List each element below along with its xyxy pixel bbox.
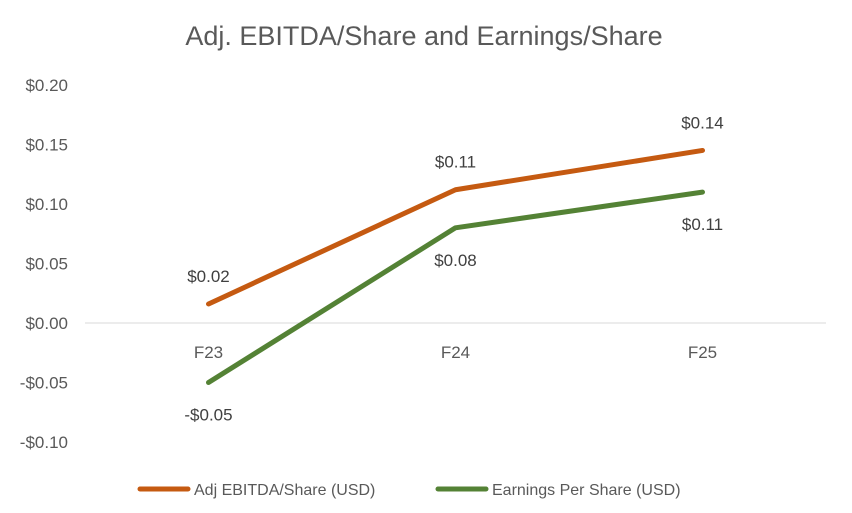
x-tick-label: F23 [194, 343, 223, 362]
chart-title: Adj. EBITDA/Share and Earnings/Share [185, 21, 662, 51]
legend-label: Adj EBITDA/Share (USD) [194, 482, 375, 499]
y-tick-label: $0.20 [25, 76, 68, 95]
y-tick-label: -$0.10 [20, 433, 68, 452]
data-label: $0.11 [435, 153, 476, 172]
y-axis-ticks: $0.20 $0.15 $0.10 $0.05 $0.00 -$0.05 -$0.10 [20, 76, 68, 452]
data-label: $0.14 [681, 113, 724, 132]
data-label: -$0.05 [184, 406, 232, 425]
legend-label: Earnings Per Share (USD) [492, 482, 681, 499]
data-label: $0.02 [187, 267, 230, 286]
data-labels: $0.02 $0.11 $0.14 -$0.05 $0.08 $0.11 [184, 113, 723, 424]
legend: Adj EBITDA/Share (USD) Earnings Per Share… [137, 482, 681, 499]
y-tick-label: $0.15 [25, 136, 68, 155]
x-axis-ticks: F23 F24 F25 [194, 343, 717, 362]
series-line-2 [206, 189, 705, 385]
y-tick-label: $0.05 [25, 255, 68, 274]
y-tick-label: -$0.05 [20, 374, 68, 393]
series-line-1 [206, 147, 705, 307]
x-tick-label: F25 [688, 343, 717, 362]
series-lines [206, 147, 705, 385]
data-label: $0.11 [682, 215, 723, 234]
y-tick-label: $0.00 [25, 314, 68, 333]
x-tick-label: F24 [441, 343, 470, 362]
data-label: $0.08 [434, 251, 477, 270]
y-tick-label: $0.10 [25, 195, 68, 214]
